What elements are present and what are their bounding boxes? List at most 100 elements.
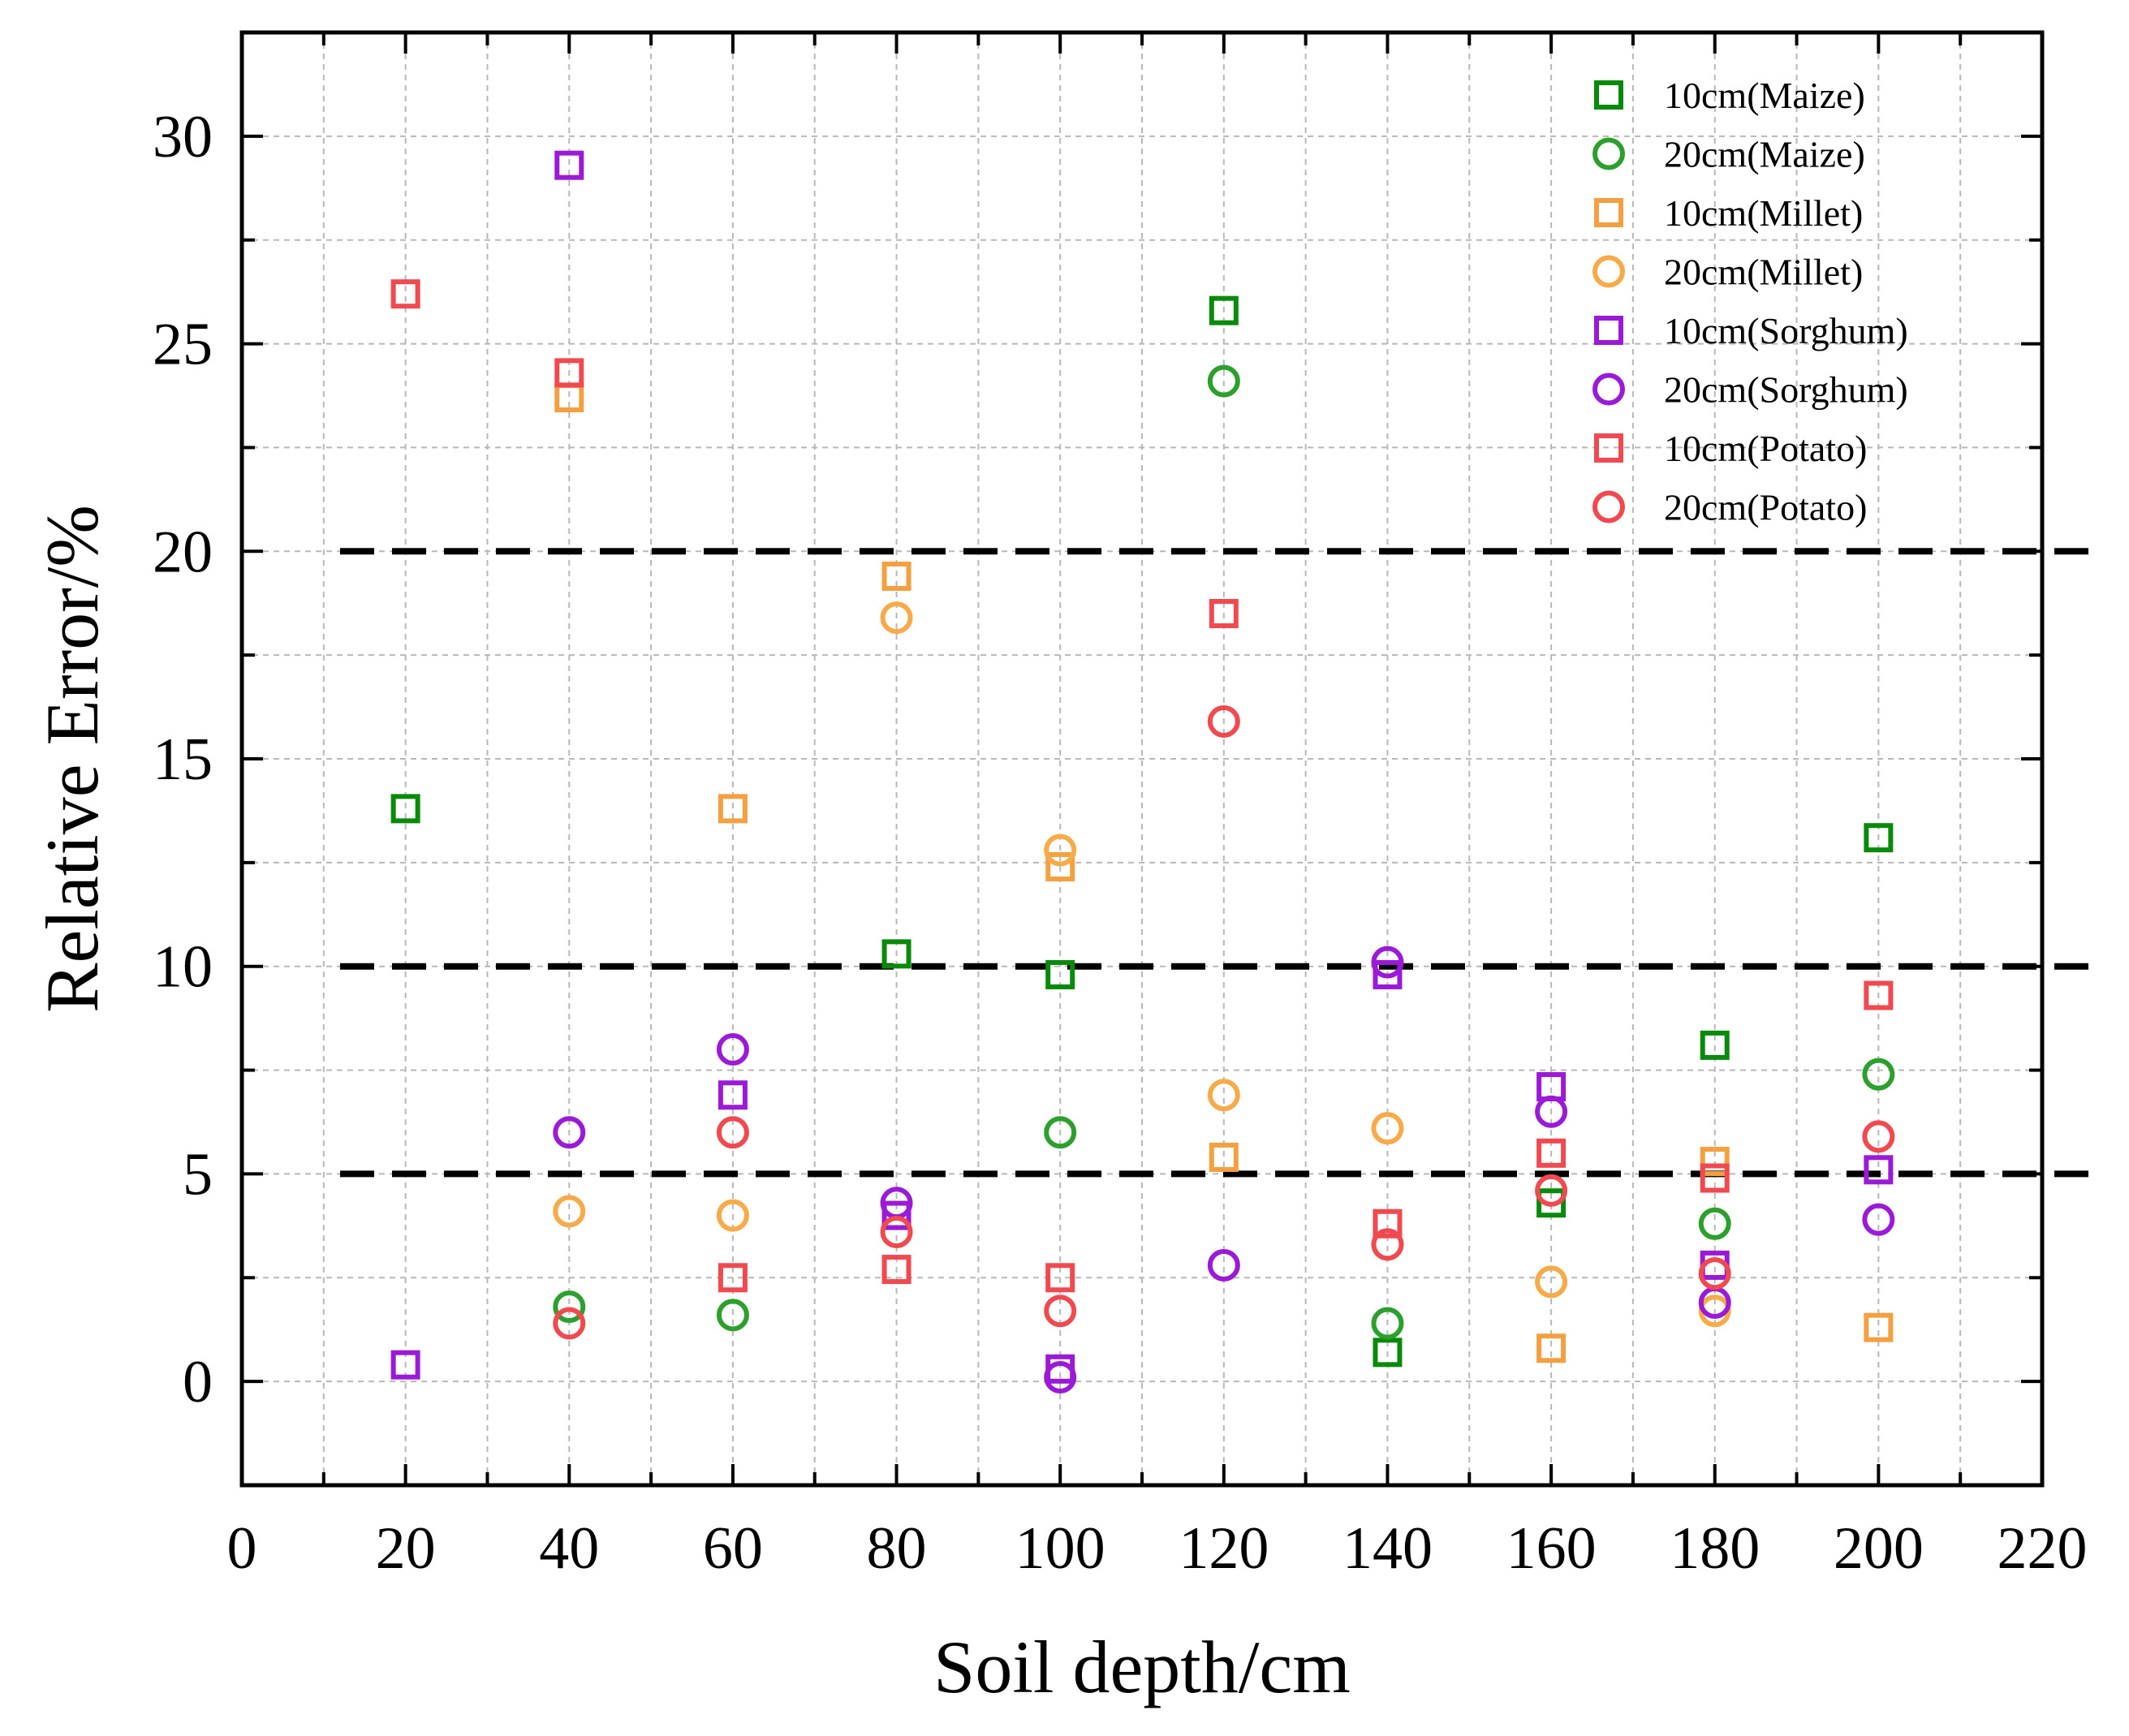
data-point: [718, 1263, 748, 1293]
legend-label: 20cm(Millet): [1664, 252, 1863, 293]
x-tick-label: 120: [1179, 1515, 1269, 1582]
data-points: [390, 150, 1895, 1394]
data-point: [1044, 834, 1077, 867]
data-point: [1045, 1263, 1075, 1293]
grid-lines: [242, 32, 2042, 1485]
data-point: [553, 1195, 586, 1228]
data-point: [881, 1255, 912, 1285]
data-point: [716, 1116, 749, 1149]
data-point: [390, 1350, 420, 1380]
x-tick-label: 180: [1670, 1515, 1760, 1582]
y-axis-title: Relative Error/%: [31, 505, 114, 1013]
data-point: [553, 1116, 586, 1149]
x-tick-label: 160: [1506, 1515, 1597, 1582]
y-tick-label: 0: [183, 1349, 213, 1415]
series-10cm-millet-: [554, 383, 1894, 1363]
data-point: [553, 1290, 586, 1324]
series-10cm-potato-: [390, 279, 1894, 1293]
y-tick-label: 25: [153, 312, 213, 378]
data-point: [1862, 1058, 1895, 1091]
data-point: [553, 1307, 586, 1340]
data-point: [1209, 1142, 1239, 1172]
legend-label: 10cm(Potato): [1664, 428, 1867, 469]
x-tick-label: 20: [376, 1515, 436, 1582]
x-axis-title: Soil depth/cm: [933, 1626, 1351, 1708]
legend-label: 20cm(Sorghum): [1664, 369, 1908, 411]
data-point: [1862, 1203, 1895, 1236]
legend-label: 20cm(Potato): [1664, 487, 1867, 528]
legend: 10cm(Maize) 20cm(Maize) 10cm(Millet) 20cm(M…: [1592, 75, 1908, 528]
legend-label: 10cm(Millet): [1664, 192, 1863, 234]
data-point: [1535, 1174, 1568, 1207]
data-point: [1698, 1257, 1731, 1290]
data-point: [390, 794, 420, 824]
legend-label: 10cm(Sorghum): [1664, 310, 1908, 351]
data-point: [1044, 1116, 1077, 1149]
data-point: [1700, 1163, 1730, 1193]
data-point: [1373, 959, 1403, 989]
series-20cm-potato-: [553, 704, 1895, 1340]
y-tick-label: 30: [153, 104, 213, 170]
x-tick-label: 220: [1998, 1515, 2088, 1582]
data-point: [1700, 1030, 1730, 1060]
data-point: [1864, 823, 1894, 853]
data-point: [1864, 1312, 1894, 1342]
x-tick-label: 140: [1342, 1515, 1433, 1582]
y-tick-label: 15: [153, 726, 213, 793]
legend-marker: [1592, 373, 1625, 406]
data-point: [1698, 1207, 1731, 1240]
data-point: [1535, 1095, 1568, 1128]
data-point: [1536, 1188, 1567, 1218]
data-point: [1207, 1079, 1240, 1112]
reference-lines: [339, 548, 2102, 1178]
data-point: [880, 1216, 913, 1249]
data-point: [1209, 295, 1239, 325]
legend-label: 20cm(Maize): [1664, 134, 1865, 175]
data-point: [881, 1200, 912, 1230]
data-point: [1700, 1147, 1730, 1177]
data-point: [390, 279, 420, 309]
series-10cm-maize-: [390, 295, 1894, 1368]
data-point: [716, 1033, 749, 1066]
data-point: [1371, 946, 1404, 979]
data-point: [718, 794, 748, 824]
data-point: [554, 150, 584, 180]
axis-ticks: [240, 31, 2044, 1487]
data-point: [1371, 1228, 1404, 1261]
data-point: [718, 1080, 748, 1110]
data-point: [1045, 851, 1075, 881]
data-point: [1371, 1307, 1404, 1340]
data-point: [1044, 1361, 1077, 1394]
data-point: [1045, 959, 1075, 989]
x-tick-label: 200: [1834, 1515, 1924, 1582]
legend-marker: [1594, 198, 1623, 227]
data-point: [716, 1199, 749, 1232]
legend-marker: [1592, 137, 1625, 170]
x-tick-label: 60: [703, 1515, 763, 1582]
data-point: [881, 939, 912, 969]
data-point: [1044, 1294, 1077, 1328]
x-tick-label: 40: [539, 1515, 599, 1582]
x-tick-label: 100: [1015, 1515, 1105, 1582]
data-point: [1207, 704, 1240, 738]
data-point: [1371, 1112, 1404, 1145]
data-point: [1209, 599, 1239, 628]
tick-labels: 0 20 40 60 80 100 120 140 160 180 200 220 0 5 10 15 20 25…: [153, 104, 2088, 1582]
legend-marker: [1592, 255, 1625, 288]
data-point: [881, 561, 912, 591]
data-point: [1536, 1333, 1567, 1363]
legend-label: 10cm(Maize): [1664, 75, 1865, 116]
data-point: [1535, 1265, 1568, 1299]
x-tick-label: 80: [867, 1515, 927, 1582]
series-10cm-sorghum-: [390, 150, 1894, 1384]
data-point: [1373, 1208, 1403, 1238]
y-tick-label: 20: [153, 519, 213, 585]
data-point: [554, 358, 584, 388]
y-tick-label: 10: [153, 934, 213, 1001]
legend-marker: [1594, 433, 1623, 463]
series-20cm-maize-: [553, 364, 1895, 1340]
data-point: [1864, 1155, 1894, 1185]
data-point: [1373, 1338, 1403, 1368]
data-point: [1207, 364, 1240, 398]
